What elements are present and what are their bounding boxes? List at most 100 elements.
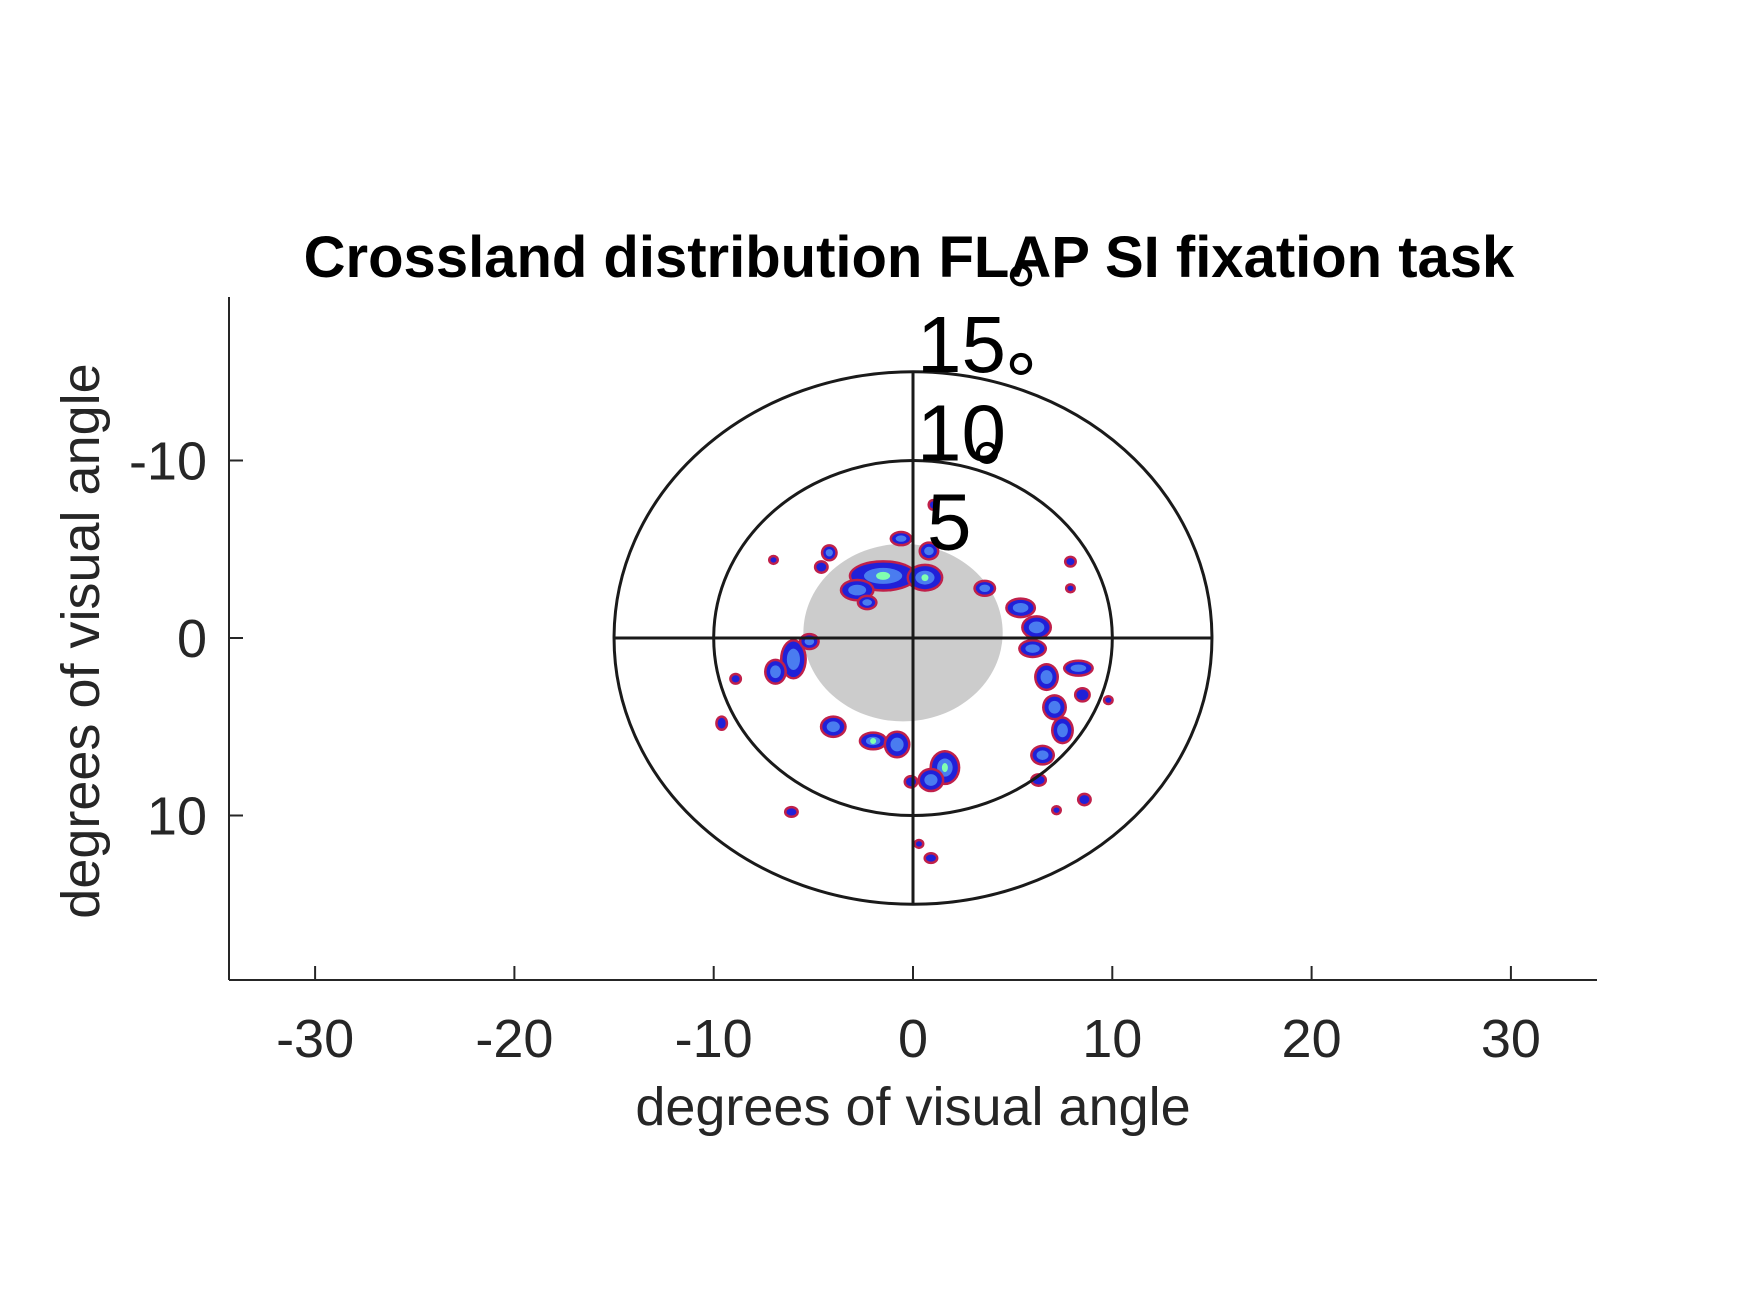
cluster-mid (979, 584, 991, 593)
x-tick-label: -30 (276, 1009, 354, 1069)
cluster-low (786, 808, 797, 816)
fixation-cluster (889, 530, 913, 547)
cluster-low (929, 501, 936, 509)
cluster-mid (924, 774, 938, 786)
fixation-cluster (1102, 694, 1114, 706)
fixation-cluster (1063, 555, 1077, 568)
cluster-low (1105, 697, 1112, 703)
x-tick-label: 0 (898, 1009, 928, 1069)
cluster-mid (1057, 723, 1068, 738)
cluster-low (816, 562, 827, 572)
fixation-cluster (1076, 792, 1092, 807)
heat-layer (715, 498, 1114, 865)
cluster-low (925, 854, 936, 862)
fixation-cluster (1042, 694, 1067, 721)
y-tick-label: -10 (129, 432, 207, 492)
fixation-cluster (1062, 659, 1094, 677)
fixation-cluster (819, 715, 847, 739)
fixation-cluster (856, 594, 878, 611)
cluster-peak (921, 574, 929, 582)
x-tick-label: -20 (475, 1009, 553, 1069)
cluster-mid (895, 535, 907, 542)
cluster-mid (1012, 603, 1029, 613)
x-tick-label: -10 (675, 1009, 753, 1069)
ring-label-degree: ° (1005, 248, 1037, 337)
cluster-mid (1048, 700, 1061, 714)
x-axis-label: degrees of visual angle (635, 1077, 1190, 1137)
cluster-peak (870, 737, 877, 744)
crosshair-layer (614, 371, 1212, 905)
fixation-cluster (903, 774, 919, 789)
cluster-mid (1025, 644, 1040, 653)
y-tick-label: 10 (147, 787, 207, 847)
cluster-low (1067, 585, 1074, 591)
fixation-cluster (768, 554, 779, 566)
cluster-low (1079, 795, 1090, 804)
plot-area: 15°10°5° (612, 248, 1214, 906)
ring-label-15: 15 (917, 300, 1006, 389)
ring-label-degree: ° (1005, 337, 1037, 426)
axes: -30 -20 -10 0 10 20 30 -10 0 10 (129, 297, 1597, 1069)
cluster-low (770, 557, 777, 563)
cluster-mid (1040, 670, 1053, 684)
chart-title: Crossland distribution FLAP SI fixation … (304, 225, 1515, 290)
fixation-cluster (918, 541, 940, 561)
cluster-low (915, 841, 922, 847)
ring-label-10: 10 (917, 389, 1006, 478)
cluster-low (1076, 689, 1089, 701)
cluster-mid (1036, 750, 1049, 760)
fixation-cluster (1021, 615, 1053, 640)
cluster-mid (1028, 621, 1045, 634)
cluster-mid (786, 648, 800, 670)
fixation-cluster (1051, 805, 1062, 816)
cluster-low (717, 717, 726, 729)
fixation-cluster (1005, 597, 1037, 619)
cluster-peak (941, 763, 948, 773)
cluster-mid (848, 584, 867, 596)
y-ticks: -10 0 10 (129, 432, 243, 847)
fixation-cluster (764, 658, 787, 685)
fixation-cluster (1030, 744, 1056, 766)
fixation-cluster (798, 632, 820, 651)
fixation-cluster (858, 731, 888, 751)
x-tick-label: 10 (1082, 1009, 1142, 1069)
fixation-cluster (927, 498, 939, 511)
fixation-cluster (1073, 686, 1091, 703)
fixation-cluster (1064, 583, 1076, 594)
cluster-mid (924, 546, 934, 556)
x-tick-label: 20 (1282, 1009, 1342, 1069)
cluster-mid (890, 737, 904, 752)
fixation-cluster (715, 715, 729, 732)
y-tick-label: 0 (177, 609, 207, 669)
fixation-cluster (923, 852, 939, 865)
ring-label-5: 5 (927, 477, 972, 566)
fixation-cluster (1034, 663, 1059, 692)
ring-labels-layer: 15°10°5° (917, 248, 1037, 567)
cluster-low (1066, 558, 1075, 566)
cluster-low (731, 675, 740, 683)
fixation-cluster (729, 672, 743, 685)
fixation-cluster (883, 730, 911, 759)
cluster-mid (1070, 664, 1087, 672)
fixation-cluster (1051, 716, 1074, 745)
cluster-mid (804, 637, 815, 646)
y-axis-label: degrees of visual angle (51, 363, 111, 918)
x-ticks: -30 -20 -10 0 10 20 30 (276, 966, 1541, 1069)
fixation-cluster (813, 560, 829, 574)
ring-label-degree: ° (971, 425, 1003, 514)
fixation-cluster (820, 544, 838, 562)
cluster-mid (770, 665, 781, 679)
cluster-peak (876, 571, 891, 580)
fixation-cluster (1018, 639, 1048, 659)
cluster-mid (825, 549, 833, 557)
fixation-cluster (917, 767, 945, 793)
fixation-cluster (783, 805, 799, 818)
fixation-cluster (973, 579, 997, 598)
cluster-mid (862, 599, 872, 606)
x-tick-label: 30 (1481, 1009, 1541, 1069)
fixation-cluster (906, 563, 944, 592)
cluster-low (1053, 807, 1060, 813)
fixation-cluster (913, 838, 925, 850)
cluster-mid (826, 721, 840, 733)
